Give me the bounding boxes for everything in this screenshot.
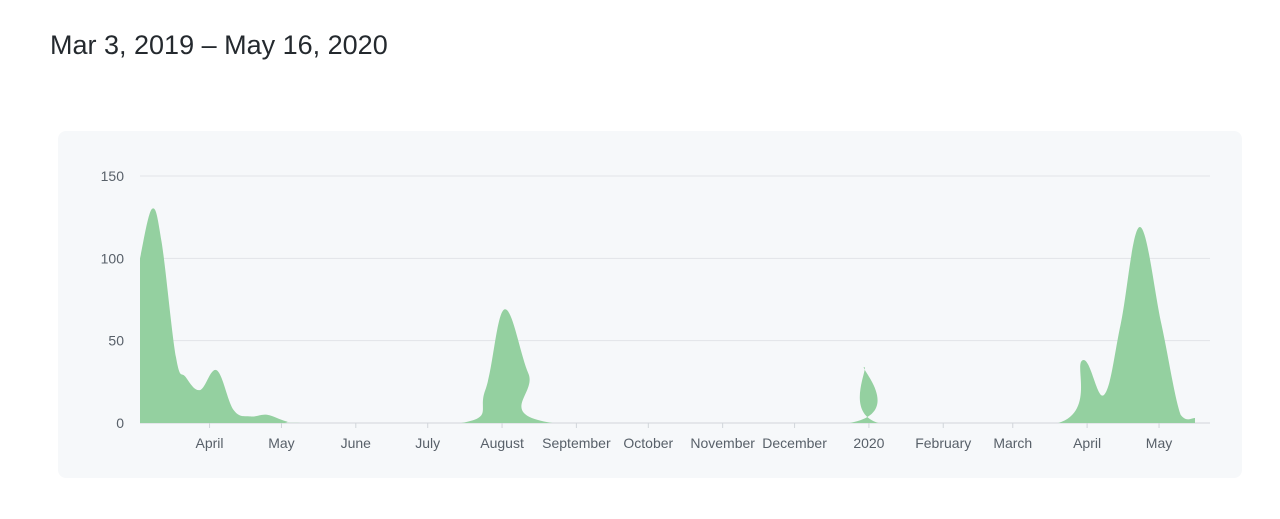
gridlines <box>140 175 1210 424</box>
x-tick-label: December <box>762 435 827 451</box>
x-tick-label: May <box>268 435 294 451</box>
page-title: Mar 3, 2019 – May 16, 2020 <box>50 30 388 60</box>
y-tick-label: 150 <box>101 168 125 184</box>
x-tick-label: July <box>415 435 440 451</box>
x-tick-label: February <box>915 435 971 451</box>
y-tick-label: 100 <box>101 250 125 266</box>
x-tick-label: March <box>993 435 1032 451</box>
x-tick-label: August <box>480 435 524 451</box>
x-tick-label: 2020 <box>853 435 884 451</box>
x-axis-ticks: April May June July August September October No… <box>196 423 1172 451</box>
x-tick-label: November <box>690 435 755 451</box>
y-axis-ticks: 0 50 100 150 <box>101 168 125 431</box>
area-fill <box>140 208 1195 423</box>
x-tick-label: September <box>542 435 611 451</box>
x-tick-label: October <box>623 435 673 451</box>
x-tick-label: April <box>196 435 224 451</box>
x-tick-label: June <box>341 435 372 451</box>
y-tick-label: 50 <box>108 333 124 349</box>
x-tick-label: April <box>1073 435 1101 451</box>
y-tick-label: 0 <box>116 415 124 431</box>
area-series <box>140 208 1195 423</box>
x-tick-label: May <box>1146 435 1172 451</box>
